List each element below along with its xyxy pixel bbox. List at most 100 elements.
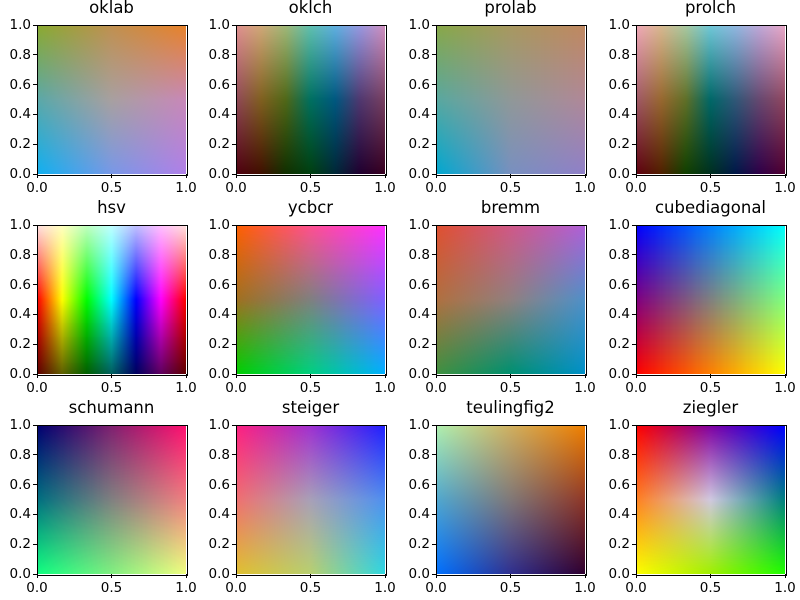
y-tick-mark — [232, 454, 236, 456]
y-tick-label: 0.0 — [408, 566, 430, 582]
panel-title: prolab — [484, 0, 537, 17]
y-tick-mark — [232, 224, 236, 226]
y-tick-label: 1.0 — [608, 17, 630, 33]
y-tick-label: 0.2 — [608, 336, 630, 353]
y-tick-label: 0.2 — [9, 536, 31, 553]
y-tick-label: 0.0 — [9, 366, 31, 382]
y-tick-label: 0.4 — [408, 506, 430, 523]
y-tick-mark — [432, 343, 436, 345]
y-tick-mark — [632, 573, 636, 575]
y-tick-mark — [232, 84, 236, 86]
axes-schumann: schumann 0.0 0.5 1.0 0.0 0.2 0.4 0.6 0.8 1.0 — [10, 398, 197, 596]
x-tick-mark — [310, 574, 311, 578]
x-tick-mark — [36, 374, 38, 378]
y-tick-mark — [632, 84, 636, 86]
x-tick-label: 1.0 — [774, 180, 796, 196]
y-tick-label: 1.0 — [208, 17, 230, 33]
y-tick-mark — [232, 343, 236, 345]
x-tick-label: 0.0 — [225, 380, 247, 396]
x-tick-label: 0.0 — [225, 580, 247, 596]
y-tick-mark — [33, 484, 37, 486]
x-tick-mark — [584, 174, 586, 178]
axes-prolch: prolch 0.0 0.5 1.0 0.0 0.2 0.4 0.6 0.8 1.0 — [609, 0, 796, 196]
x-tick-label: 1.0 — [374, 180, 396, 196]
panel-title: steiger — [281, 398, 340, 417]
y-tick-label: 0.2 — [408, 336, 430, 353]
y-tick-mark — [232, 573, 236, 575]
x-tick-label: 1.0 — [774, 580, 796, 596]
x-tick-label: 0.5 — [100, 380, 123, 396]
x-tick-mark — [235, 174, 237, 178]
x-tick-mark — [635, 574, 637, 578]
colormap-image — [636, 225, 785, 374]
x-tick-label: 0.5 — [299, 580, 322, 596]
axes-oklab: oklab 0.0 0.5 1.0 0.0 0.2 0.4 0.6 0.8 1.0 — [10, 0, 197, 196]
y-tick-mark — [232, 373, 236, 375]
x-tick-label: 1.0 — [175, 380, 197, 396]
axes-teulingfig2: teulingfig2 0.0 0.5 1.0 0.0 0.2 0.4 0.6 0.8 1.0 — [409, 398, 596, 596]
x-tick-mark — [710, 574, 711, 578]
y-tick-label: 0.0 — [608, 166, 630, 182]
x-tick-label: 1.0 — [774, 380, 796, 396]
y-tick-mark — [33, 254, 37, 256]
x-tick-label: 0.5 — [499, 380, 522, 396]
y-tick-mark — [432, 573, 436, 575]
x-tick-mark — [235, 574, 237, 578]
x-tick-mark — [185, 574, 187, 578]
y-tick-mark — [632, 24, 636, 26]
colormap-image — [636, 25, 785, 174]
y-tick-mark — [232, 513, 236, 515]
y-tick-mark — [432, 113, 436, 115]
panel-title: cubediagonal — [654, 198, 767, 217]
y-tick-label: 0.8 — [9, 446, 31, 463]
y-tick-mark — [432, 313, 436, 315]
x-tick-label: 0.5 — [299, 380, 322, 396]
y-tick-mark — [33, 284, 37, 286]
axes-ycbcr: ycbcr 0.0 0.5 1.0 0.0 0.2 0.4 0.6 0.8 1.0 — [209, 198, 396, 396]
x-tick-label: 0.0 — [425, 180, 447, 196]
x-tick-mark — [185, 174, 187, 178]
y-tick-mark — [33, 454, 37, 456]
x-tick-label: 1.0 — [175, 180, 197, 196]
axes-steiger: steiger 0.0 0.5 1.0 0.0 0.2 0.4 0.6 0.8 1.0 — [209, 398, 396, 596]
y-tick-mark — [432, 143, 436, 145]
y-tick-label: 0.4 — [9, 106, 31, 123]
colormap-image — [436, 425, 585, 574]
x-tick-mark — [510, 574, 511, 578]
x-tick-mark — [635, 374, 637, 378]
y-tick-label: 0.6 — [408, 76, 430, 93]
panel-title: prolch — [684, 0, 737, 17]
y-tick-mark — [432, 484, 436, 486]
y-tick-mark — [232, 143, 236, 145]
x-tick-label: 0.5 — [699, 580, 722, 596]
y-tick-label: 0.2 — [608, 536, 630, 553]
y-tick-mark — [432, 254, 436, 256]
x-tick-mark — [435, 574, 437, 578]
x-tick-label: 1.0 — [175, 580, 197, 596]
y-tick-mark — [232, 173, 236, 175]
panel-title: ziegler — [682, 398, 739, 417]
y-tick-label: 0.4 — [608, 306, 630, 323]
y-tick-mark — [632, 254, 636, 256]
y-tick-mark — [632, 454, 636, 456]
y-tick-mark — [33, 173, 37, 175]
y-tick-label: 0.6 — [9, 476, 31, 493]
panel-title: teulingfig2 — [466, 398, 555, 417]
y-tick-label: 0.8 — [9, 46, 31, 63]
y-tick-mark — [33, 224, 37, 226]
axes-prolab: prolab 0.0 0.5 1.0 0.0 0.2 0.4 0.6 0.8 1.0 — [409, 0, 596, 196]
y-tick-label: 0.8 — [408, 446, 430, 463]
x-tick-label: 0.0 — [625, 380, 647, 396]
x-tick-label: 0.5 — [699, 380, 722, 396]
axes-bremm: bremm 0.0 0.5 1.0 0.0 0.2 0.4 0.6 0.8 1.0 — [409, 198, 596, 396]
x-tick-label: 0.5 — [699, 180, 722, 196]
y-tick-label: 1.0 — [408, 417, 430, 433]
x-tick-mark — [784, 374, 786, 378]
x-tick-label: 0.0 — [26, 180, 48, 196]
x-tick-mark — [710, 174, 711, 178]
y-tick-mark — [432, 84, 436, 86]
y-tick-label: 1.0 — [9, 17, 31, 33]
x-tick-label: 0.5 — [100, 180, 123, 196]
y-tick-mark — [232, 113, 236, 115]
colormap-image — [236, 225, 385, 374]
